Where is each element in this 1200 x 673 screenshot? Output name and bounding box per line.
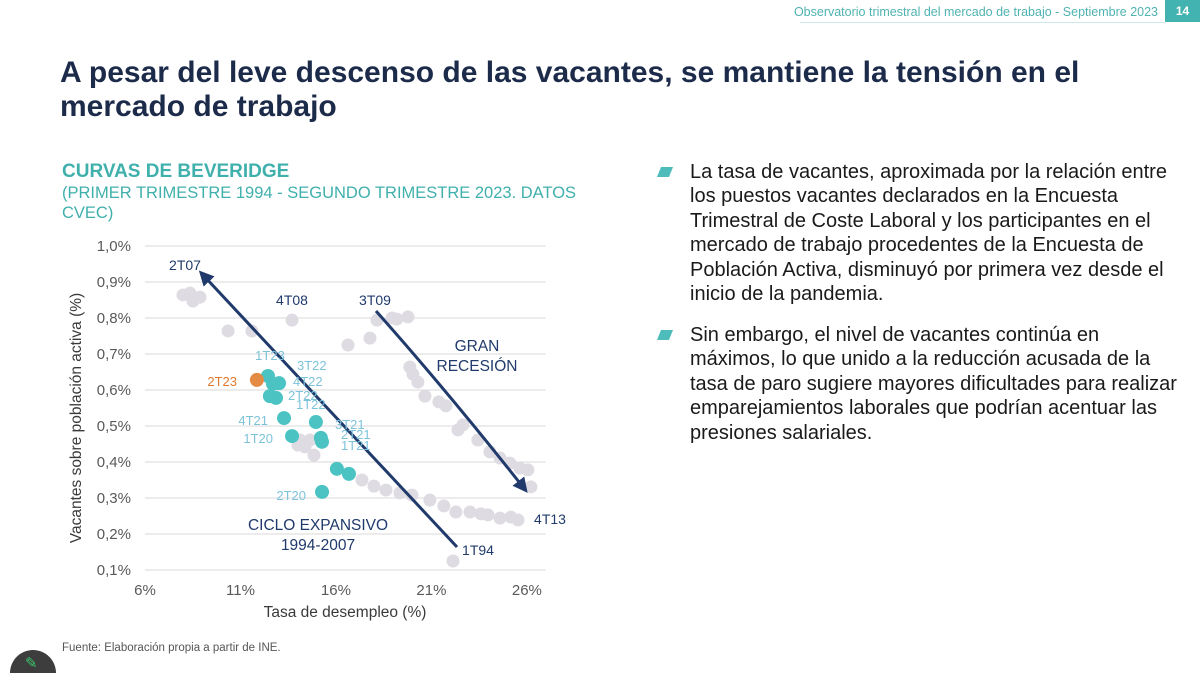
point-label-recent: 3T21 [335, 417, 365, 432]
data-point-historical [456, 418, 470, 432]
data-point-historical [379, 483, 393, 497]
data-point-historical [449, 505, 463, 519]
y-axis-title: Vacantes sobre población activa (%) [68, 293, 85, 543]
point-label-historical: 4T13 [534, 511, 566, 527]
bullet-text: La tasa de vacantes, aproximada por la r… [690, 161, 1167, 306]
data-point-historical [439, 399, 453, 413]
arrow-ciclo-expansivo [198, 270, 459, 549]
y-tick-label: 0,8% [97, 310, 131, 327]
data-point-historical [245, 324, 259, 338]
data-point-highlight [249, 372, 264, 387]
slide-title: A pesar del leve descenso de las vacante… [60, 56, 1080, 123]
recent-points [249, 368, 356, 499]
historical-points [176, 286, 538, 568]
y-tick-label: 0,2% [97, 526, 131, 543]
point-label-historical: 3T09 [359, 292, 391, 308]
annotation-gran-recesion-line2: RECESIÓN [437, 358, 518, 375]
edit-button[interactable]: ✎ [10, 650, 56, 673]
data-point-historical [493, 511, 507, 525]
y-tick-label: 0,3% [97, 490, 131, 507]
bullet-marker-icon [656, 167, 674, 177]
point-label-recent: 1T21 [341, 438, 371, 453]
data-point-recent [260, 368, 275, 383]
data-point-historical [411, 375, 425, 389]
data-point-historical [401, 310, 415, 324]
x-axis-title: Tasa de desempleo (%) [264, 604, 427, 621]
annotation-ciclo-expansivo-line1: CICLO EXPANSIVO [248, 517, 388, 534]
pencil-icon: ✎ [25, 654, 38, 672]
arrow-gran-recesion [374, 310, 528, 493]
data-point-labeled [511, 513, 525, 527]
report-header-title: Observatorio trimestral del mercado de t… [793, 5, 1158, 19]
x-tick-label: 26% [512, 582, 542, 599]
point-label-recent: 3T22 [297, 358, 327, 373]
point-label-historical: 1T94 [462, 542, 494, 558]
page-number-badge: 14 [1165, 0, 1200, 22]
header-divider [800, 22, 1165, 23]
chart-title: CURVAS DE BEVERIDGE [62, 161, 290, 182]
y-tick-label: 0,7% [97, 346, 131, 363]
data-point-historical [341, 338, 355, 352]
data-point-labeled [176, 288, 190, 302]
data-point-historical [193, 290, 207, 304]
x-tick-label: 11% [226, 582, 255, 599]
point-label-recent: 4T21 [238, 413, 268, 428]
data-point-labeled [285, 313, 299, 327]
x-tick-label: 16% [321, 582, 351, 599]
data-point-historical [463, 505, 477, 519]
data-point-recent [329, 461, 344, 476]
point-label-historical: 4T08 [276, 292, 308, 308]
data-point-recent [285, 429, 300, 444]
bullet-marker-icon [656, 330, 674, 340]
bullet-text: Sin embargo, el nivel de vacantes contin… [690, 324, 1177, 444]
source-note: Fuente: Elaboración propia a partir de I… [62, 642, 281, 654]
data-point-historical [437, 499, 451, 513]
point-label-recent: 2T21 [341, 427, 371, 442]
data-point-historical [521, 463, 535, 477]
data-point-recent [262, 389, 277, 404]
data-point-recent [315, 484, 330, 499]
data-point-recent [313, 430, 328, 445]
y-tick-label: 0,4% [97, 454, 131, 471]
data-point-recent [277, 411, 292, 426]
point-label-highlight: 2T23 [207, 374, 237, 389]
y-tick-label: 0,5% [97, 418, 131, 435]
data-point-historical [405, 488, 419, 502]
data-point-historical [307, 448, 321, 462]
point-label-recent: 1T20 [243, 431, 273, 446]
data-point-historical [390, 312, 404, 326]
x-tick-label: 21% [416, 582, 446, 599]
beveridge-chart: 1,0% 0,9% 0,8% 0,7% 0,6% 0,5% 0,4% 0,3% 0,2% 0,1%… [68, 238, 566, 621]
point-label-recent: 1T23 [255, 348, 285, 363]
data-point-historical [303, 433, 317, 447]
data-point-recent [308, 415, 323, 430]
point-labels: 2T07 4T08 3T09 4T13 1T94 1T20 2T20 1T212T213T21… [169, 257, 566, 558]
chart-subtitle: (PRIMER TRIMESTRE 1994 - SEGUNDO TRIMEST… [62, 184, 577, 222]
data-point-recent [341, 466, 356, 481]
data-point-historical [221, 324, 235, 338]
point-label-historical: 2T07 [169, 257, 201, 273]
point-label-recent: 1T22 [296, 397, 326, 412]
data-point-historical [393, 486, 407, 500]
data-point-historical [423, 493, 437, 507]
y-tick-label: 1,0% [97, 238, 131, 255]
x-tick-label: 6% [134, 582, 156, 599]
point-label-recent: 4T22 [293, 374, 323, 389]
annotation-ciclo-expansivo-line2: 1994-2007 [281, 537, 355, 554]
data-point-historical [355, 473, 369, 487]
data-point-historical [524, 480, 538, 494]
point-label-recent: 2T22 [288, 388, 318, 403]
data-point-historical [367, 479, 381, 493]
y-tick-label: 0,9% [97, 274, 131, 291]
data-point-labeled [446, 554, 460, 568]
point-label-recent: 2T20 [276, 488, 306, 503]
annotation-gran-recesion-line1: GRAN [455, 338, 500, 355]
data-point-historical [363, 331, 377, 345]
data-point-historical [474, 507, 488, 521]
data-point-historical [418, 389, 432, 403]
y-tick-label: 0,6% [97, 382, 131, 399]
y-tick-label: 0,1% [97, 562, 131, 579]
